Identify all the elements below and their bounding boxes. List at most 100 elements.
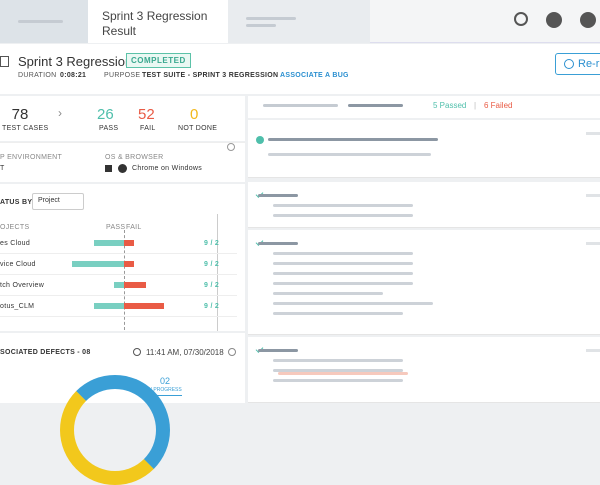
stat-label: PASS bbox=[99, 125, 119, 132]
fail-bar bbox=[124, 282, 146, 288]
status-dot bbox=[256, 136, 264, 144]
placeholder bbox=[273, 302, 433, 305]
defects-time: 11:41 AM, 07/30/2018 bbox=[146, 348, 224, 357]
placeholder bbox=[258, 194, 298, 197]
project-name: es Cloud bbox=[0, 240, 31, 247]
stat-label: NOT DONE bbox=[178, 125, 218, 132]
tab[interactable] bbox=[0, 0, 88, 43]
tab-title: Sprint 3 Regression Result bbox=[102, 9, 208, 38]
placeholder bbox=[346, 153, 431, 156]
refresh-icon[interactable] bbox=[228, 348, 236, 356]
stat-label: TEST CASES bbox=[2, 125, 49, 132]
placeholder bbox=[273, 312, 403, 315]
pass-bar bbox=[94, 240, 124, 246]
project-name: vice Cloud bbox=[0, 261, 36, 268]
side-mark bbox=[586, 132, 600, 135]
ratio: 9 / 2 bbox=[204, 303, 220, 310]
col-pass: PASS bbox=[106, 224, 126, 231]
purpose: TEST SUITE - SPRINT 3 REGRESSION bbox=[142, 72, 279, 79]
status-badge: COMPLETED bbox=[126, 53, 191, 68]
pass-bar bbox=[114, 282, 124, 288]
clock-icon bbox=[133, 348, 141, 356]
row-line bbox=[0, 253, 237, 254]
placeholder bbox=[263, 104, 338, 107]
ratio: 9 / 2 bbox=[204, 282, 220, 289]
duration: 0:08:21 bbox=[60, 72, 87, 79]
placeholder bbox=[273, 369, 403, 372]
ratio: 9 / 2 bbox=[204, 261, 220, 268]
info-icon[interactable] bbox=[227, 143, 235, 151]
env-value: T bbox=[0, 165, 5, 172]
rerun-icon bbox=[564, 59, 574, 69]
placeholder bbox=[273, 214, 413, 217]
passed-count[interactable]: 5 Passed bbox=[433, 101, 467, 110]
status-by-label: ATUS BY bbox=[0, 199, 33, 206]
rerun-label: Re-run bbox=[578, 58, 600, 70]
chevron[interactable]: › bbox=[58, 106, 62, 120]
defects-panel: SOCIATED DEFECTS - 08 11:41 AM, 07/30/20… bbox=[0, 333, 245, 485]
result-card bbox=[248, 337, 600, 403]
results-header: 5 Passed | 6 Failed bbox=[248, 96, 600, 118]
placeholder bbox=[273, 204, 413, 207]
placeholder bbox=[273, 252, 413, 255]
placeholder bbox=[273, 282, 413, 285]
result-card bbox=[248, 120, 600, 178]
ratio: 9 / 2 bbox=[204, 240, 220, 247]
stat-value: 0 bbox=[190, 106, 199, 123]
side-mark bbox=[586, 242, 600, 245]
placeholder bbox=[268, 153, 353, 156]
separator: | bbox=[474, 101, 477, 110]
stat-value: 26 bbox=[97, 106, 114, 123]
suite-icon bbox=[0, 56, 9, 67]
pass-bar bbox=[94, 303, 124, 309]
os-value: Chrome on Windows bbox=[132, 165, 203, 172]
windows-icon bbox=[105, 165, 112, 172]
project-select[interactable]: Project bbox=[32, 193, 84, 210]
placeholder bbox=[273, 379, 403, 382]
tab[interactable] bbox=[228, 0, 370, 43]
placeholder bbox=[273, 272, 413, 275]
placeholder bbox=[273, 262, 413, 265]
fail-bar bbox=[124, 240, 134, 246]
row-line bbox=[0, 274, 237, 275]
stat-value: 52 bbox=[138, 106, 155, 123]
divider bbox=[124, 230, 125, 330]
placeholder bbox=[273, 359, 403, 362]
clock-icon[interactable] bbox=[580, 12, 596, 28]
rerun-button[interactable]: Re-run bbox=[555, 53, 600, 75]
placeholder bbox=[268, 138, 438, 141]
search-icon[interactable] bbox=[514, 12, 528, 26]
os-label: OS & BROWSER bbox=[105, 154, 164, 161]
add-icon[interactable] bbox=[546, 12, 562, 28]
placeholder bbox=[273, 292, 383, 295]
title: Sprint 3 Regression bbox=[18, 54, 133, 69]
stat-label: FAIL bbox=[140, 125, 156, 132]
axis-line bbox=[217, 214, 218, 331]
tab-bar: Sprint 3 Regression Result bbox=[0, 0, 600, 43]
placeholder bbox=[258, 349, 298, 352]
purpose-label: PURPOSE bbox=[104, 72, 141, 79]
env-panel: P ENVIRONMENT T OS & BROWSER Chrome on W… bbox=[0, 142, 245, 182]
row-line bbox=[0, 295, 237, 296]
project-name: tch Overview bbox=[0, 282, 45, 289]
row-line bbox=[0, 316, 237, 317]
tab-active[interactable]: Sprint 3 Regression Result bbox=[88, 0, 228, 43]
placeholder bbox=[348, 104, 403, 107]
fail-bar bbox=[124, 303, 164, 309]
col-fail: FAIL bbox=[126, 224, 142, 231]
associate-bug[interactable]: ASSOCIATE A BUG bbox=[280, 72, 349, 79]
result-card bbox=[248, 182, 600, 228]
placeholder bbox=[278, 372, 408, 375]
stat-value: 78 bbox=[11, 106, 29, 123]
side-mark bbox=[586, 194, 600, 197]
pass-bar bbox=[72, 261, 124, 267]
side-mark bbox=[586, 349, 600, 352]
duration-label: DURATION bbox=[18, 72, 57, 79]
chrome-icon bbox=[118, 164, 127, 173]
project-name: otus_CLM bbox=[0, 303, 35, 310]
defect-count: 02 bbox=[160, 376, 171, 386]
header: Sprint 3 Regression COMPLETED DURATION 0… bbox=[0, 44, 600, 94]
stats-panel: 78 TEST CASES › 26 PASS 52 FAIL 0 NOT DO… bbox=[0, 96, 245, 141]
failed-count[interactable]: 6 Failed bbox=[484, 101, 513, 110]
